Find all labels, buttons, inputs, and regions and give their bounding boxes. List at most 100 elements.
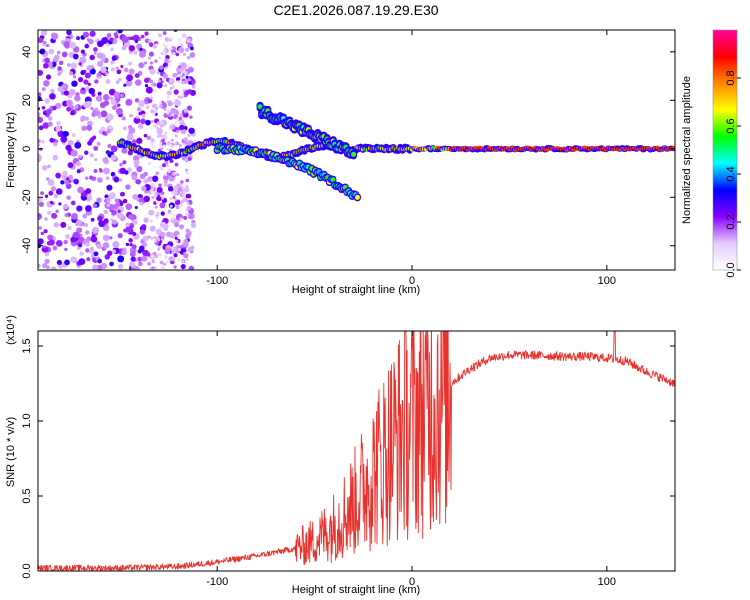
- spectrogram-xtick-label: 100: [598, 275, 616, 287]
- spectrogram-cell: [150, 236, 154, 240]
- spectrogram-cell: [138, 245, 145, 252]
- spectrogram-cell: [172, 52, 176, 56]
- spectrogram-cell: [119, 192, 125, 197]
- spectrogram-cell: [83, 79, 89, 85]
- spectrogram-cell: [184, 80, 188, 84]
- spectrogram-cell: [81, 125, 87, 131]
- spectrogram-cell: [182, 143, 186, 147]
- spectrogram-cell: [38, 143, 41, 147]
- spectrogram-cell: [41, 245, 49, 253]
- spectrogram-cell: [169, 37, 173, 41]
- spectrogram-cell: [64, 259, 70, 266]
- spectrogram-cell: [74, 95, 81, 102]
- spectrogram-cell: [169, 47, 173, 51]
- spectrogram-cell: [43, 80, 50, 87]
- spectrogram-cell: [90, 246, 94, 251]
- spectrogram-cell: [182, 70, 186, 74]
- spectrogram-cell: [139, 201, 144, 206]
- spectrogram-cell: [155, 107, 159, 111]
- spectrogram-frame: [37, 29, 676, 271]
- spectrogram-cell: [82, 213, 88, 219]
- spectrogram-cell: [177, 186, 183, 192]
- spectrogram-cell: [80, 115, 86, 122]
- spectrogram-cell: [105, 150, 110, 155]
- spectrogram-cell: [151, 183, 155, 187]
- spectrogram-cell: [137, 123, 144, 129]
- spectrogram-cell: [76, 227, 83, 234]
- spectrogram-cell: [171, 251, 175, 255]
- spectrogram-cell: [120, 64, 124, 69]
- snr-xlabel: Height of straight line (km): [292, 584, 420, 596]
- spectrogram-cell: [153, 266, 157, 270]
- spectrogram-cell: [169, 204, 173, 208]
- spectrogram-cell: [146, 105, 150, 109]
- spectrogram-cell: [132, 155, 140, 162]
- spectrogram-cell: [159, 124, 163, 128]
- spectrogram-cell: [104, 72, 109, 76]
- spectrogram-cell: [44, 57, 50, 64]
- spectrogram-cell: [156, 229, 160, 233]
- spectrogram-cell: [96, 141, 101, 146]
- spectrogram-cell: [52, 105, 57, 111]
- spectrogram-cell: [129, 242, 133, 247]
- snr-frame: [37, 330, 676, 572]
- spectrogram-cell: [134, 73, 140, 79]
- spectrogram-cell: [107, 143, 112, 148]
- spectrogram-cell: [178, 120, 182, 124]
- spectrogram-cell: [87, 120, 93, 127]
- spectrogram-cell: [98, 220, 106, 228]
- spectrogram-cell: [188, 127, 195, 134]
- spectrogram-cell: [70, 62, 77, 70]
- spectrogram-cell: [87, 82, 91, 87]
- spectrogram-cell: [132, 219, 138, 225]
- spectrogram-cell: [82, 31, 90, 38]
- spectrogram-cell: [180, 183, 184, 187]
- spectrogram-cell: [186, 202, 190, 206]
- spectrogram-cell: [116, 212, 124, 219]
- spectrogram-cell: [96, 72, 102, 77]
- spectrogram-cell: [56, 50, 61, 55]
- spectrogram-cell: [160, 119, 167, 127]
- spectrogram-cell: [184, 184, 188, 188]
- spectrogram-cell: [42, 263, 48, 269]
- spectrogram-cell: [106, 43, 110, 47]
- spectrogram-cell: [134, 40, 139, 44]
- spectrogram-cell: [176, 173, 180, 177]
- spectrogram-cell: [178, 143, 182, 147]
- spectrogram-cell: [140, 34, 145, 39]
- spectrogram-cell: [41, 165, 48, 171]
- spectrogram-cell: [141, 185, 147, 192]
- spectrogram-cell: [85, 230, 90, 235]
- spectrogram-cell: [162, 144, 166, 148]
- spectrogram-cell: [65, 234, 70, 239]
- snr-ytick-label: 0.5: [21, 488, 33, 503]
- spectrogram-cell: [105, 176, 110, 180]
- spectrogram-cell: [166, 100, 170, 104]
- spectrogram-cell: [162, 262, 166, 266]
- spectrogram-cell: [89, 153, 94, 158]
- spectrogram-cell: [48, 190, 54, 196]
- spectrogram-cell: [115, 66, 119, 70]
- spectrogram-cell: [176, 244, 180, 248]
- spectrogram-cell: [86, 100, 92, 107]
- spectrogram-cell: [66, 106, 72, 112]
- spectrogram-cell: [103, 218, 109, 224]
- spectrogram-cell: [162, 174, 169, 181]
- spectrogram-cell: [166, 111, 170, 115]
- spectrogram-cell: [162, 31, 167, 35]
- spectrogram-cell: [55, 209, 59, 214]
- spectrogram-cell: [102, 234, 110, 242]
- spectrogram-cell: [125, 222, 131, 228]
- spectrogram-cell: [177, 258, 181, 262]
- spectrogram-cell: [135, 179, 142, 185]
- spectrogram-cell: [330, 177, 336, 183]
- spectrogram-cell: [158, 65, 164, 70]
- spectrogram-cell: [66, 99, 73, 107]
- spectrogram-cell: [92, 264, 99, 270]
- spectrogram-cell: [158, 56, 162, 60]
- spectrogram-cell: [166, 96, 170, 100]
- spectrogram-cell: [181, 93, 185, 97]
- spectrogram-cell: [68, 88, 76, 96]
- spectrogram-cell: [186, 40, 190, 44]
- spectrogram-cell: [174, 121, 178, 125]
